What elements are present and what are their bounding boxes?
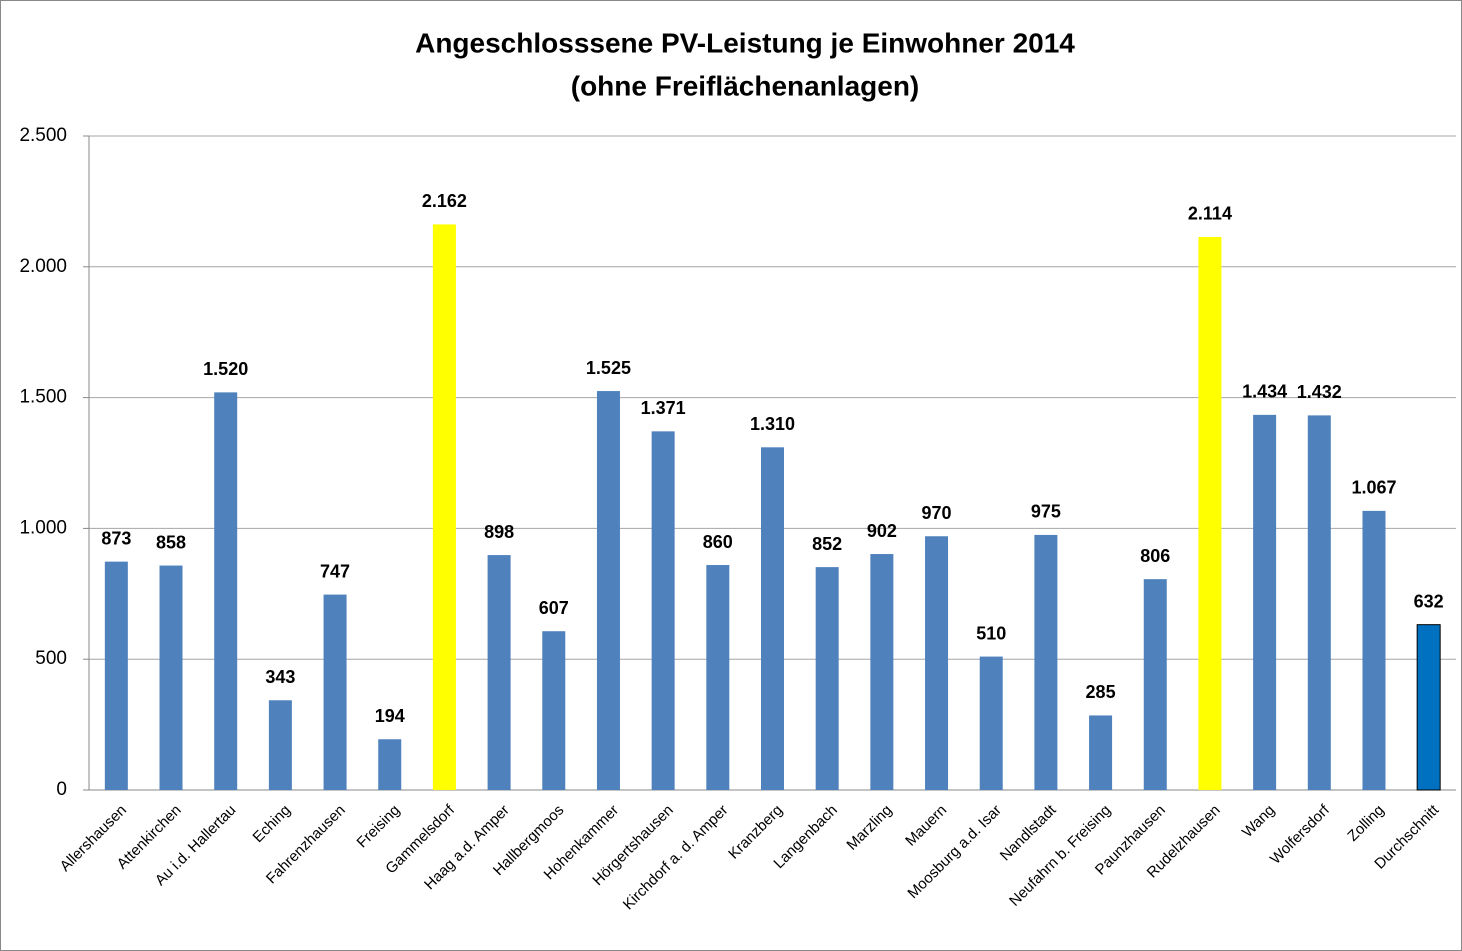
bar — [979, 656, 1003, 790]
bar — [925, 536, 949, 790]
bar — [487, 555, 511, 790]
value-label: 1.067 — [1351, 478, 1396, 498]
value-label: 970 — [922, 503, 952, 523]
bar — [1034, 534, 1058, 790]
value-label: 806 — [1140, 546, 1170, 566]
bar — [1307, 415, 1331, 790]
value-label: 860 — [703, 532, 733, 552]
value-label: 607 — [539, 598, 569, 618]
value-label: 975 — [1031, 502, 1061, 522]
value-label: 2.162 — [422, 191, 467, 211]
value-label: 873 — [101, 528, 131, 548]
bar — [815, 567, 839, 790]
bar — [761, 447, 784, 790]
y-tick-label: 500 — [35, 648, 67, 669]
value-label: 1.525 — [586, 358, 631, 378]
bar — [268, 700, 292, 790]
chart-subtitle: (ohne Freiflächenanlagen) — [571, 70, 920, 101]
bar — [432, 224, 456, 791]
y-tick-label: 1.500 — [19, 387, 67, 408]
y-tick-label: 2.000 — [19, 256, 67, 277]
value-label: 898 — [484, 522, 514, 542]
y-tick-label: 2.500 — [19, 125, 67, 146]
bar — [1362, 510, 1386, 790]
bar — [651, 431, 675, 790]
value-label: 1.432 — [1297, 382, 1342, 402]
bar — [1198, 236, 1222, 790]
value-label: 632 — [1414, 591, 1444, 611]
bar — [596, 391, 620, 790]
y-tick-label: 0 — [56, 779, 67, 800]
value-label: 2.114 — [1188, 204, 1232, 224]
value-label: 343 — [265, 667, 295, 687]
bar — [104, 561, 128, 790]
chart-title: Angeschlosssene PV-Leistung je Einwohner… — [415, 27, 1075, 58]
bar — [1089, 715, 1113, 790]
bar — [159, 565, 183, 790]
value-label: 1.310 — [750, 414, 795, 434]
bar — [1143, 579, 1167, 790]
value-label: 858 — [156, 532, 186, 552]
value-label: 285 — [1086, 682, 1116, 702]
value-label: 1.434 — [1242, 382, 1287, 402]
y-tick-label: 1.000 — [19, 517, 67, 538]
value-label: 852 — [812, 534, 842, 554]
value-label: 194 — [375, 706, 405, 726]
value-label: 510 — [976, 623, 1006, 643]
bar — [1253, 414, 1277, 790]
bar — [214, 392, 238, 790]
bar — [378, 739, 402, 790]
bar — [1416, 624, 1441, 791]
bar — [870, 554, 894, 790]
bar — [542, 631, 566, 790]
bar — [323, 594, 347, 790]
value-label: 747 — [320, 561, 350, 581]
bar — [706, 565, 730, 790]
value-label: 1.371 — [641, 398, 686, 418]
value-label: 902 — [867, 521, 897, 541]
value-label: 1.520 — [203, 359, 248, 379]
